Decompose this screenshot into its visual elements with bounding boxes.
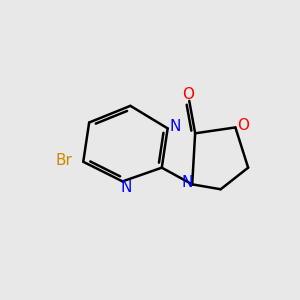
Text: N: N: [120, 180, 132, 195]
Text: N: N: [181, 176, 193, 190]
Text: O: O: [182, 87, 194, 102]
Text: Br: Br: [55, 153, 72, 168]
Text: O: O: [237, 118, 249, 133]
Text: N: N: [169, 119, 181, 134]
